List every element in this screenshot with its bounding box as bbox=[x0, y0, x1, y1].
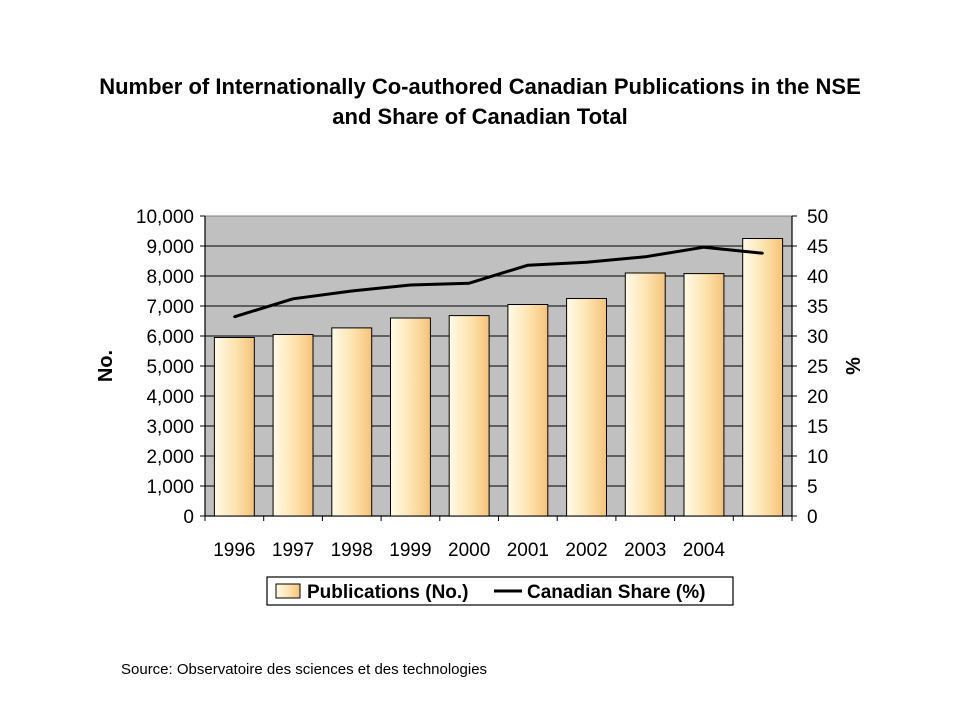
share-point bbox=[761, 252, 764, 255]
bar bbox=[683, 273, 725, 517]
y2-axis-title: % bbox=[843, 357, 865, 375]
x-tick-label: 2001 bbox=[507, 540, 549, 561]
bar bbox=[272, 334, 314, 517]
legend-label-share: Canadian Share (%) bbox=[527, 582, 705, 603]
bar bbox=[448, 315, 490, 517]
y-tick-label: 9,000 bbox=[146, 237, 194, 258]
x-tick-label: 1998 bbox=[331, 540, 373, 561]
bar bbox=[213, 337, 255, 517]
x-tick-label: 2000 bbox=[448, 540, 490, 561]
y-tick-label: 0 bbox=[183, 507, 194, 528]
share-line bbox=[233, 245, 763, 319]
y2-tick-label: 30 bbox=[807, 327, 828, 348]
y2-tick-label: 20 bbox=[807, 387, 828, 408]
share-point bbox=[644, 255, 647, 258]
source-note: Source: Observatoire des sciences et des… bbox=[121, 661, 488, 678]
legend-label-publications: Publications (No.) bbox=[307, 582, 469, 603]
chart-title-line-2: and Share of Canadian Total bbox=[332, 104, 628, 129]
chart-title-line-1: Number of Internationally Co-authored Ca… bbox=[99, 74, 861, 99]
y-tick-label: 7,000 bbox=[146, 297, 194, 318]
x-tick-label: 1997 bbox=[272, 540, 314, 561]
y2-tick-label: 35 bbox=[807, 297, 828, 318]
y-tick-label: 4,000 bbox=[146, 387, 194, 408]
y-tick-label: 5,000 bbox=[146, 357, 194, 378]
y2-tick-label: 0 bbox=[807, 507, 818, 528]
x-tick-label: 1996 bbox=[213, 540, 255, 561]
x-tick-label: 2004 bbox=[683, 540, 726, 561]
y2-tick-label: 50 bbox=[807, 207, 828, 228]
y2-tick-label: 25 bbox=[807, 357, 828, 378]
chart-title: Number of Internationally Co-authored Ca… bbox=[0, 72, 960, 132]
y-tick-label: 8,000 bbox=[146, 267, 194, 288]
y2-tick-label: 15 bbox=[807, 417, 828, 438]
share-point bbox=[585, 261, 588, 264]
legend-bar-swatch bbox=[275, 583, 301, 599]
share-point bbox=[526, 264, 530, 267]
share-point bbox=[291, 297, 295, 300]
y2-tick-label: 5 bbox=[807, 477, 818, 498]
bar bbox=[566, 298, 608, 517]
share-point bbox=[702, 246, 706, 249]
bar bbox=[624, 272, 666, 517]
y2-tick-label: 45 bbox=[807, 237, 828, 258]
share-point bbox=[233, 315, 236, 318]
y-tick-label: 3,000 bbox=[146, 417, 194, 438]
legend-box bbox=[266, 576, 734, 606]
bar bbox=[331, 327, 373, 517]
bar bbox=[507, 304, 549, 517]
x-tick-label: 2002 bbox=[565, 540, 607, 561]
x-tick-label: 1999 bbox=[389, 540, 431, 561]
y-tick-label: 1,000 bbox=[146, 477, 194, 498]
y2-tick-label: 40 bbox=[807, 267, 828, 288]
bar bbox=[389, 317, 431, 517]
y-tick-label: 10,000 bbox=[136, 207, 194, 228]
share-point bbox=[467, 282, 471, 285]
y2-tick-label: 10 bbox=[807, 447, 828, 468]
bar bbox=[742, 238, 784, 517]
share-point bbox=[409, 283, 412, 287]
x-tick-label: 2003 bbox=[624, 540, 666, 561]
y-tick-label: 2,000 bbox=[146, 447, 194, 468]
share-point bbox=[350, 289, 353, 293]
y-tick-label: 6,000 bbox=[146, 327, 194, 348]
y-axis-title: No. bbox=[95, 350, 117, 382]
